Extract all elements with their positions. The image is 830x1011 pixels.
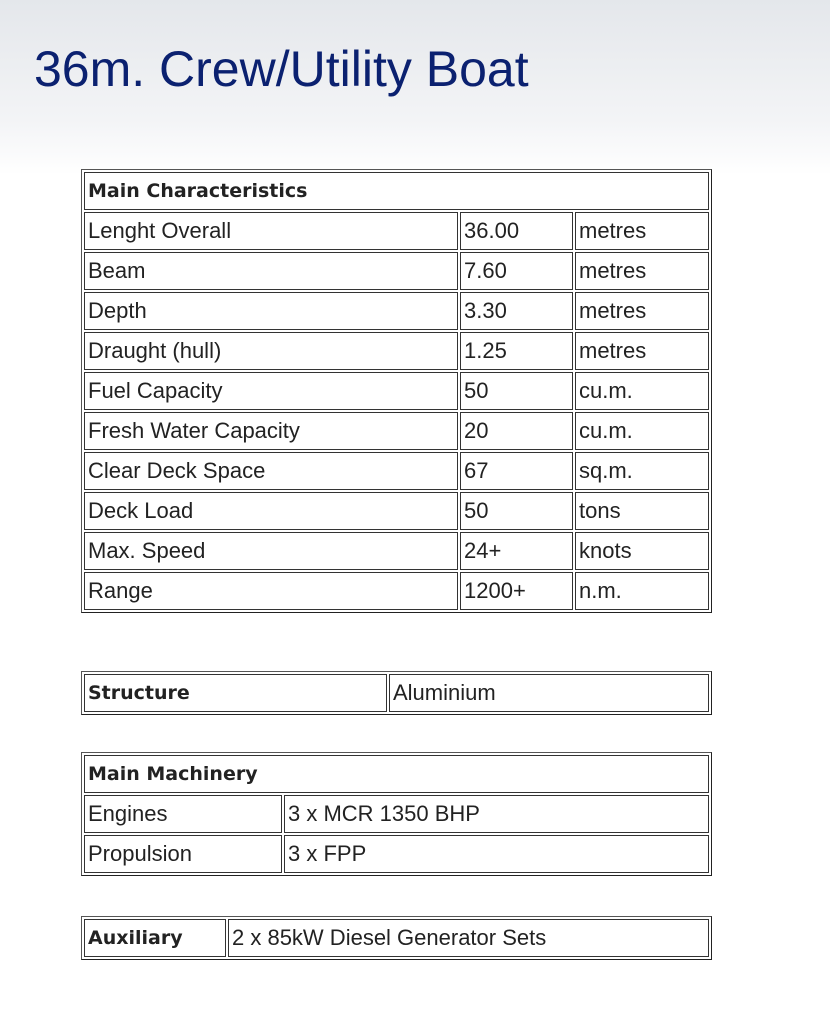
cell-value: 3 x FPP: [284, 835, 709, 873]
table-row: Range 1200+ n.m.: [84, 572, 709, 610]
structure-table: Structure Aluminium: [81, 671, 712, 715]
cell-value: 20: [460, 412, 573, 450]
cell-value: 1200+: [460, 572, 573, 610]
table-row: Beam 7.60 metres: [84, 252, 709, 290]
main-characteristics-table: Main Characteristics Lenght Overall 36.00…: [81, 169, 712, 613]
main-machinery-header: Main Machinery: [84, 755, 709, 793]
auxiliary-value: 2 x 85kW Diesel Generator Sets: [228, 919, 709, 957]
auxiliary-header: Auxiliary: [84, 919, 226, 957]
cell-label: Depth: [84, 292, 458, 330]
table-row: Lenght Overall 36.00 metres: [84, 212, 709, 250]
cell-unit: metres: [575, 212, 709, 250]
cell-label: Fuel Capacity: [84, 372, 458, 410]
cell-unit: knots: [575, 532, 709, 570]
cell-value: 7.60: [460, 252, 573, 290]
cell-value: 50: [460, 372, 573, 410]
cell-value: 24+: [460, 532, 573, 570]
cell-unit: cu.m.: [575, 372, 709, 410]
table-header-row: Main Machinery: [84, 755, 709, 793]
structure-header: Structure: [84, 674, 387, 712]
page-title: 36m. Crew/Utility Boat: [34, 41, 529, 97]
table-row: Clear Deck Space 67 sq.m.: [84, 452, 709, 490]
cell-label: Draught (hull): [84, 332, 458, 370]
cell-unit: metres: [575, 332, 709, 370]
cell-unit: metres: [575, 292, 709, 330]
table-row: Max. Speed 24+ knots: [84, 532, 709, 570]
table-row: Fresh Water Capacity 20 cu.m.: [84, 412, 709, 450]
cell-unit: cu.m.: [575, 412, 709, 450]
cell-value: 67: [460, 452, 573, 490]
cell-value: 1.25: [460, 332, 573, 370]
table-row: Structure Aluminium: [84, 674, 709, 712]
cell-value: 36.00: [460, 212, 573, 250]
table-row: Fuel Capacity 50 cu.m.: [84, 372, 709, 410]
table-row: Draught (hull) 1.25 metres: [84, 332, 709, 370]
cell-label: Clear Deck Space: [84, 452, 458, 490]
main-machinery-table: Main Machinery Engines 3 x MCR 1350 BHP Pr…: [81, 752, 712, 876]
cell-label: Range: [84, 572, 458, 610]
cell-label: Beam: [84, 252, 458, 290]
cell-label: Deck Load: [84, 492, 458, 530]
table-header-row: Main Characteristics: [84, 172, 709, 210]
table-row: Deck Load 50 tons: [84, 492, 709, 530]
cell-unit: sq.m.: [575, 452, 709, 490]
table-row: Propulsion 3 x FPP: [84, 835, 709, 873]
cell-value: 3.30: [460, 292, 573, 330]
cell-value: 3 x MCR 1350 BHP: [284, 795, 709, 833]
auxiliary-table: Auxiliary 2 x 85kW Diesel Generator Sets: [81, 916, 712, 960]
table-row: Engines 3 x MCR 1350 BHP: [84, 795, 709, 833]
cell-unit: metres: [575, 252, 709, 290]
cell-value: 50: [460, 492, 573, 530]
cell-label: Fresh Water Capacity: [84, 412, 458, 450]
cell-label: Lenght Overall: [84, 212, 458, 250]
structure-value: Aluminium: [389, 674, 709, 712]
cell-label: Engines: [84, 795, 282, 833]
cell-label: Max. Speed: [84, 532, 458, 570]
cell-unit: n.m.: [575, 572, 709, 610]
cell-unit: tons: [575, 492, 709, 530]
cell-label: Propulsion: [84, 835, 282, 873]
table-row: Depth 3.30 metres: [84, 292, 709, 330]
main-characteristics-header: Main Characteristics: [84, 172, 709, 210]
table-row: Auxiliary 2 x 85kW Diesel Generator Sets: [84, 919, 709, 957]
